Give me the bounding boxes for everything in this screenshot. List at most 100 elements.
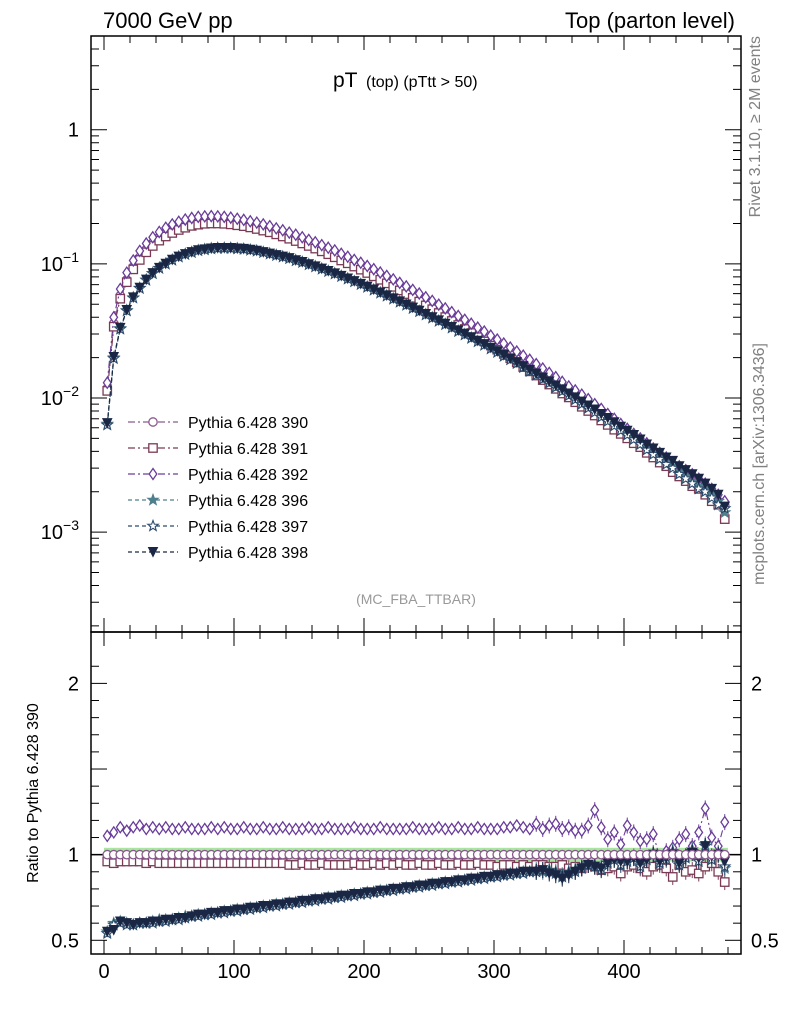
header-right-label: Top (parton level) [565,8,735,33]
main-data-point [434,297,444,312]
ratio-data-point [219,820,229,834]
main-plot-frame [90,35,742,633]
ratio-data-point [356,822,366,836]
ratio-data-point [193,822,203,836]
ratio-data-point [187,822,197,836]
ratio-data-point [322,892,334,904]
ratio-plot-frame [90,631,742,955]
ratio-data-point [173,913,185,924]
main-data-point [232,212,242,226]
ratio-data-point [186,911,198,922]
ratio-data-point [439,877,451,888]
main-data-point [239,213,249,227]
ratio-data-point [264,901,276,912]
ratio-data-point [284,822,294,836]
ratio-data-point [226,822,236,836]
main-data-point [226,211,236,225]
ratio-data-point [465,873,477,885]
ratio-data-point [446,877,458,888]
ratio-data-point [556,873,568,885]
main-data-point [161,221,171,235]
main-data-point [186,247,198,258]
ratio-data-point [388,822,398,836]
ratio-data-point [498,870,510,881]
main-data-point [147,268,159,279]
ratio-data-point [109,825,119,840]
main-data-point [705,490,719,504]
main-plot-panel: 10−3 10−2 10−1 1 pT (top) (pTtt > 50) (MC_F… [41,35,742,633]
ratio-data-point [395,822,405,836]
main-data-point [699,478,711,490]
ratio-data-point [101,926,113,938]
ratio-data-point [570,824,580,838]
ratio-data-point [135,818,145,833]
main-data-point [414,286,424,301]
main-y-tick-label: 10−1 [41,249,79,276]
main-data-point [284,225,294,240]
main-series-line [106,219,726,507]
ratio-data-point [583,818,593,833]
main-data-point [128,253,138,268]
ratio-y-tick-label: 0.5 [51,930,79,952]
ratio-data-point [413,880,425,892]
main-series-6 [101,243,731,513]
ratio-data-point [271,822,281,836]
ratio-data-point [394,883,406,895]
main-data-point [206,209,216,223]
ratio-data-point [297,822,307,836]
ratio-data-point [595,863,607,874]
legend-marker [148,417,158,427]
main-data-point [101,418,113,429]
ratio-data-point [212,907,224,919]
ratio-data-point [603,832,613,846]
ratio-data-point [530,866,542,878]
ratio-data-point [576,863,588,874]
ratio-data-point [251,902,263,914]
ratio-data-point [459,875,471,886]
main-data-point [486,328,496,343]
main-data-point [369,262,379,276]
ratio-data-point [329,892,341,904]
ratio-data-point [525,822,535,836]
main-data-point [692,481,706,495]
ratio-data-point [218,906,230,917]
x-tick-label: 100 [217,961,250,983]
ratio-data-point [296,895,308,907]
x-tick-label: 400 [607,961,640,983]
ratio-data-point [564,820,574,834]
ratio-data-point [511,868,523,880]
legend-label: Pythia 6.428 391 [188,441,308,458]
main-data-point [173,251,185,263]
main-data-point [473,320,483,335]
ratio-data-point [200,822,210,836]
legend-entry: Pythia 6.428 398 [128,545,308,562]
main-data-point [153,262,165,274]
ratio-data-point [277,899,289,910]
main-data-point [685,476,699,490]
ratio-data-point [148,820,158,834]
ratio-data-point [316,894,328,905]
ratio-data-point [551,817,561,831]
main-y-tick-label: 10−3 [41,517,79,544]
ratio-data-point [336,822,346,836]
ratio-data-point [174,822,184,836]
ratio-data-point [225,906,237,917]
ratio-data-point [460,822,470,836]
main-data-point [323,241,333,255]
legend-entry: Pythia 6.428 396 [128,492,308,510]
main-data-point [336,247,346,261]
main-data-point [205,243,217,255]
main-data-point [166,254,178,266]
ratio-data-point [569,866,581,878]
ratio-data-point [387,883,399,895]
ratio-data-point [433,878,445,890]
ratio-data-point [179,913,191,924]
main-data-point [122,266,132,280]
ratio-data-point [401,822,411,836]
ratio-data-point [348,889,360,900]
main-data-point [127,292,139,303]
ratio-data-point [252,822,262,836]
legend-marker [148,467,158,481]
ratio-data-point [154,822,164,836]
